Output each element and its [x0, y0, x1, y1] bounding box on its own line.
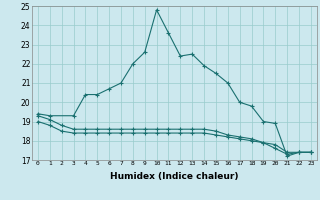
X-axis label: Humidex (Indice chaleur): Humidex (Indice chaleur) — [110, 172, 239, 181]
